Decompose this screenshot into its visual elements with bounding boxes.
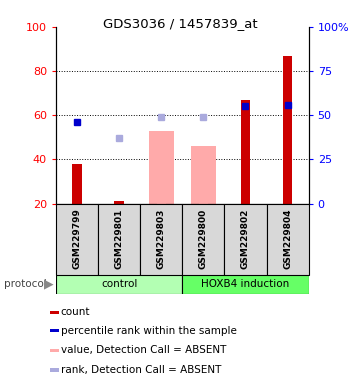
Bar bbox=[191, 146, 216, 204]
Text: GSM229802: GSM229802 bbox=[241, 209, 250, 269]
Text: GSM229799: GSM229799 bbox=[73, 209, 82, 270]
Bar bbox=[149, 131, 174, 204]
Text: protocol: protocol bbox=[4, 279, 46, 289]
Bar bbox=[182, 275, 309, 294]
Text: count: count bbox=[61, 308, 90, 318]
Text: rank, Detection Call = ABSENT: rank, Detection Call = ABSENT bbox=[61, 365, 221, 375]
Bar bbox=[283, 56, 292, 204]
Bar bbox=[199, 201, 208, 204]
Bar bbox=[241, 100, 250, 204]
Text: HOXB4 induction: HOXB4 induction bbox=[201, 279, 290, 289]
Text: GSM229803: GSM229803 bbox=[157, 209, 166, 269]
Text: ▶: ▶ bbox=[44, 278, 53, 291]
Bar bbox=[72, 164, 82, 204]
Bar bbox=[49, 368, 59, 372]
Text: GSM229804: GSM229804 bbox=[283, 209, 292, 269]
Text: GSM229801: GSM229801 bbox=[115, 209, 123, 269]
Bar bbox=[49, 329, 59, 333]
Bar bbox=[157, 201, 166, 204]
Text: GDS3036 / 1457839_at: GDS3036 / 1457839_at bbox=[103, 17, 258, 30]
Bar bbox=[56, 275, 182, 294]
Text: percentile rank within the sample: percentile rank within the sample bbox=[61, 326, 236, 336]
Bar bbox=[266, 204, 309, 275]
Bar bbox=[225, 204, 266, 275]
Bar bbox=[49, 311, 59, 314]
Bar bbox=[114, 201, 124, 204]
Text: value, Detection Call = ABSENT: value, Detection Call = ABSENT bbox=[61, 346, 226, 356]
Bar bbox=[182, 204, 225, 275]
Bar bbox=[49, 349, 59, 352]
Bar bbox=[98, 204, 140, 275]
Bar bbox=[140, 204, 182, 275]
Text: control: control bbox=[101, 279, 137, 289]
Text: GSM229800: GSM229800 bbox=[199, 209, 208, 269]
Bar bbox=[56, 204, 98, 275]
